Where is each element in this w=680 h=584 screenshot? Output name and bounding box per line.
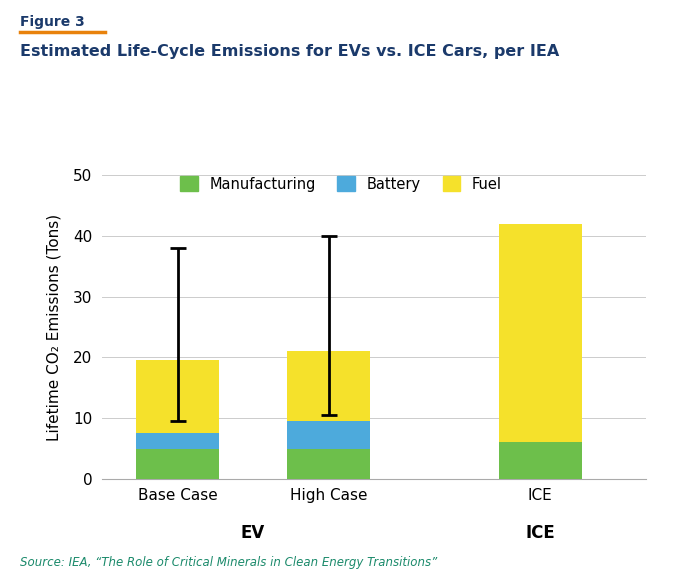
Bar xyxy=(498,443,582,479)
Text: Source: IEA, “The Role of Critical Minerals in Clean Energy Transitions”: Source: IEA, “The Role of Critical Miner… xyxy=(20,557,438,569)
Text: Estimated Life-Cycle Emissions for EVs vs. ICE Cars, per IEA: Estimated Life-Cycle Emissions for EVs v… xyxy=(20,44,560,59)
Bar xyxy=(287,421,370,449)
Bar xyxy=(287,449,370,479)
Bar xyxy=(136,360,219,433)
Text: Figure 3: Figure 3 xyxy=(20,15,85,29)
Text: EV: EV xyxy=(241,524,265,543)
Text: ICE: ICE xyxy=(526,524,555,543)
Bar xyxy=(136,449,219,479)
Legend: Manufacturing, Battery, Fuel: Manufacturing, Battery, Fuel xyxy=(180,176,502,192)
Bar xyxy=(498,224,582,443)
Y-axis label: Lifetime CO₂ Emissions (Tons): Lifetime CO₂ Emissions (Tons) xyxy=(47,214,62,440)
Bar xyxy=(287,352,370,421)
Bar xyxy=(136,433,219,449)
